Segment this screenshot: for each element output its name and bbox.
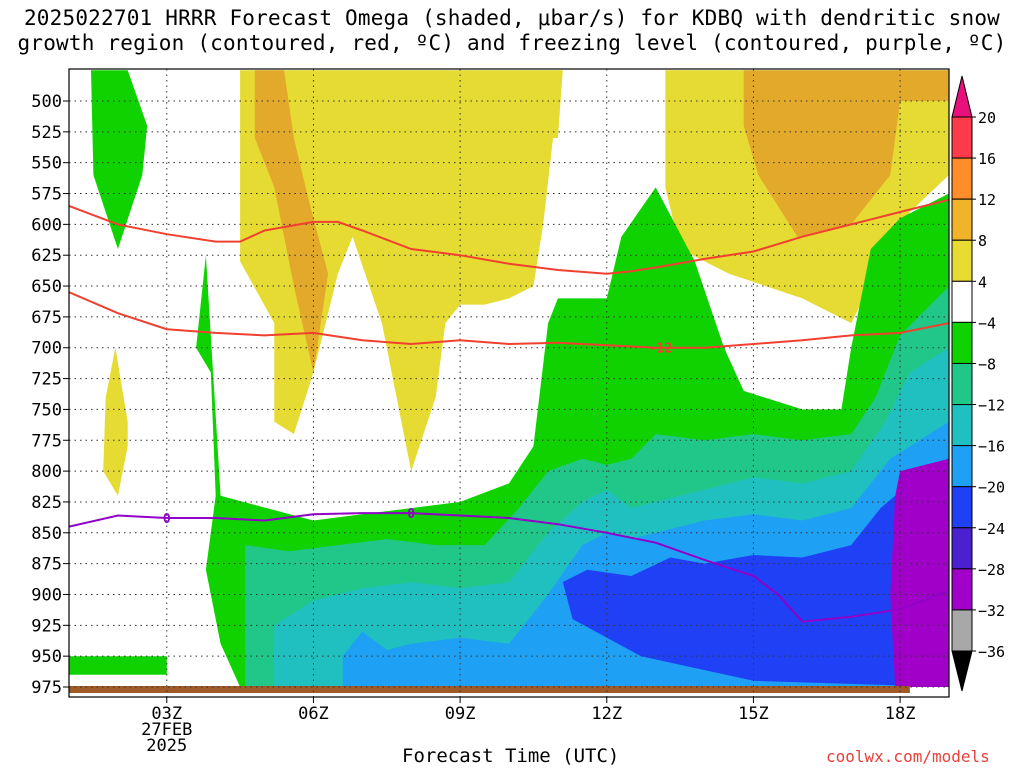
y-tick-label-700: 700 <box>31 339 62 359</box>
colorbar-cell-9 <box>951 486 973 529</box>
y-tick-label-875: 875 <box>31 555 62 575</box>
contour-freezing-level <box>69 512 949 623</box>
plot-frame <box>68 68 950 698</box>
x-tick-label-3-1: 27FEB <box>141 720 192 740</box>
colorbar-cell-0 <box>951 116 973 159</box>
colorbar-bottom-arrow <box>951 650 973 692</box>
y-tick-label-900: 900 <box>31 585 62 605</box>
omega-region-0 <box>142 70 563 472</box>
y-tick-label-750: 750 <box>31 400 62 420</box>
colorbar-cell-5 <box>951 321 973 364</box>
y-tick-label-575: 575 <box>31 185 62 205</box>
contour-label-1: 0 <box>407 507 415 522</box>
y-tick-label-825: 825 <box>31 493 62 513</box>
y-tick-label-550: 550 <box>31 154 62 174</box>
colorbar-label-4: 4 <box>978 273 987 291</box>
grid-layer <box>69 69 949 697</box>
colorbar-label-6: −8 <box>978 355 996 373</box>
omega-region-7 <box>69 656 167 675</box>
colorbar-label-3: 8 <box>978 232 987 250</box>
colorbar-label-1: 16 <box>978 150 996 168</box>
y-tick-label-975: 975 <box>31 678 62 698</box>
contour-label-0: 0 <box>163 512 171 527</box>
omega-region-11 <box>562 458 949 687</box>
colorbar-cell-8 <box>951 445 973 488</box>
colorbar-cell-1 <box>951 157 973 200</box>
colorbar: 20 16 12 8 4 −4 −8 −12 −16 −20 −24 −28 −32 −36 <box>951 75 1005 692</box>
y-tick-label-800: 800 <box>31 462 62 482</box>
colorbar-cell-10 <box>951 527 973 570</box>
colorbar-cell-12 <box>951 609 973 652</box>
colorbar-top-arrow <box>951 75 973 118</box>
x-tick-label-18-0: 18Z <box>885 704 916 724</box>
title-line-1: 2025022701 HRRR Forecast Omega (shaded, … <box>23 6 1001 30</box>
colorbar-cell-4 <box>951 280 973 323</box>
colorbar-label-2: 12 <box>978 191 996 209</box>
y-tick-label-850: 850 <box>31 524 62 544</box>
colorbar-label-8: −16 <box>978 438 1005 456</box>
x-tick-label-6-0: 06Z <box>298 704 329 724</box>
x-tick-label-3-2: 2025 <box>146 736 187 756</box>
contour-layer <box>69 198 949 623</box>
ground-strip <box>69 686 910 693</box>
y-tick-label-650: 650 <box>31 277 62 297</box>
omega-region-5 <box>91 70 148 249</box>
colorbar-label-5: −4 <box>978 314 996 332</box>
colorbar-cell-3 <box>951 239 973 282</box>
contour-label-2: -12 <box>649 342 672 357</box>
colorbar-label-7: −12 <box>978 397 1005 415</box>
omega-region-12 <box>890 458 949 687</box>
colorbar-label-12: −32 <box>978 602 1005 620</box>
x-tick-label-15-0: 15Z <box>738 704 769 724</box>
y-axis: 500 525 550 575 600 625 650 675 700 725 750 775 800 8… <box>31 92 69 698</box>
contour-dendritic-top <box>69 198 949 275</box>
x-axis-title: Forecast Time (UTC) <box>402 745 620 767</box>
colorbar-cell-2 <box>951 198 973 241</box>
colorbar-label-13: −36 <box>978 643 1005 661</box>
colorbar-cell-7 <box>951 404 973 447</box>
y-tick-label-525: 525 <box>31 123 62 143</box>
y-tick-label-725: 725 <box>31 370 62 390</box>
omega-region-3 <box>254 70 329 373</box>
omega-region-4 <box>743 70 949 237</box>
colorbar-cell-6 <box>951 362 973 406</box>
contour-dendritic-bottom <box>69 291 949 349</box>
omega-region-2 <box>103 347 128 496</box>
title-line-2: growth region (contoured, red, ºC) and f… <box>17 31 1007 55</box>
colorbar-label-9: −20 <box>978 479 1005 497</box>
y-tick-label-925: 925 <box>31 616 62 636</box>
contour-label-layer: 0 0 -12 <box>163 342 672 527</box>
chart-title: 2025022701 HRRR Forecast Omega (shaded, … <box>0 6 1024 56</box>
y-tick-label-600: 600 <box>31 215 62 235</box>
colorbar-label-11: −28 <box>978 561 1005 579</box>
y-tick-label-500: 500 <box>31 92 62 112</box>
credit-link[interactable]: coolwx.com/models <box>826 747 990 766</box>
y-tick-label-675: 675 <box>31 308 62 328</box>
y-tick-label-775: 775 <box>31 431 62 451</box>
omega-fill-layer <box>69 70 949 693</box>
x-tick-label-3-0: 03Z <box>151 704 182 724</box>
colorbar-label-0: 20 <box>978 109 996 127</box>
colorbar-cell-11 <box>951 568 973 611</box>
y-tick-label-625: 625 <box>31 246 62 266</box>
y-tick-label-950: 950 <box>31 647 62 667</box>
x-tick-label-9-0: 09Z <box>445 704 476 724</box>
colorbar-label-10: −24 <box>978 520 1005 538</box>
x-tick-label-12-0: 12Z <box>591 704 622 724</box>
